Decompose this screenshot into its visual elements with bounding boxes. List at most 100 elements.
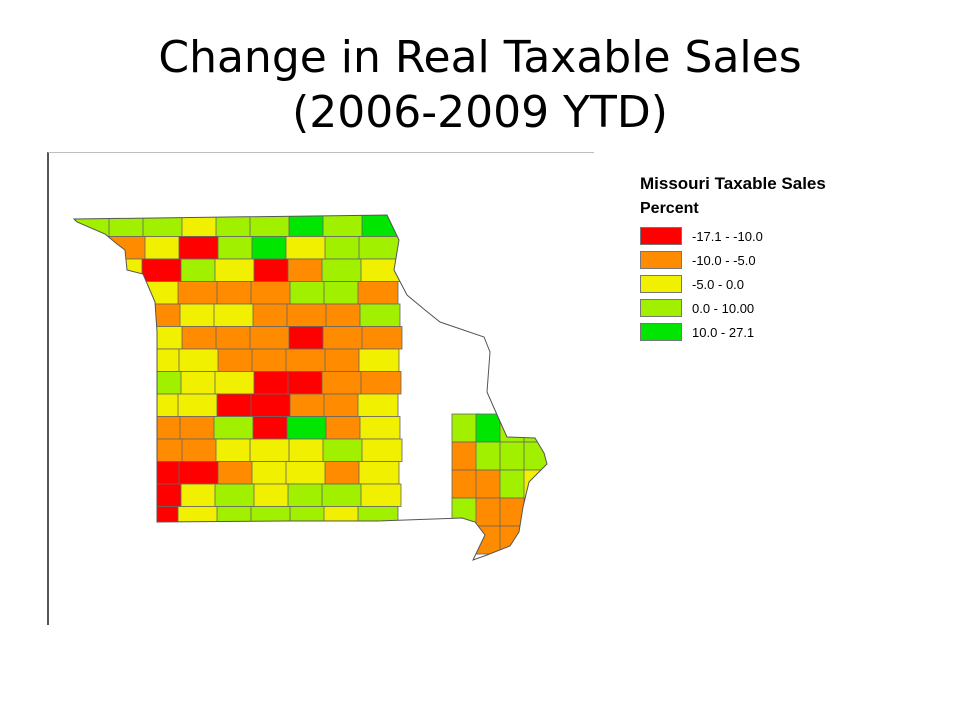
county-cell bbox=[523, 525, 547, 555]
legend-label: -5.0 - 0.0 bbox=[692, 276, 745, 292]
county-cell bbox=[108, 326, 150, 350]
map-frame bbox=[47, 152, 594, 625]
county-cell bbox=[285, 461, 327, 485]
county-cell bbox=[499, 469, 529, 499]
legend-subtitle: Percent bbox=[640, 200, 699, 217]
county-cell bbox=[358, 461, 400, 485]
county-cell bbox=[107, 371, 149, 395]
county-cell bbox=[286, 416, 328, 440]
county-cell bbox=[74, 461, 113, 485]
county-cell bbox=[141, 258, 183, 282]
county-cell bbox=[74, 393, 112, 417]
county-cell bbox=[285, 236, 327, 260]
legend-item: -5.0 - 0.0 bbox=[640, 272, 900, 296]
county-cell bbox=[178, 461, 220, 485]
county-cell bbox=[451, 469, 481, 499]
county-cell bbox=[213, 416, 255, 440]
county-cell bbox=[358, 348, 400, 372]
county-cell bbox=[74, 303, 114, 327]
legend-swatch bbox=[640, 227, 682, 245]
state-outline bbox=[72, 214, 548, 561]
county-cell bbox=[322, 438, 364, 462]
legend-swatch bbox=[640, 275, 682, 293]
county-cell bbox=[357, 281, 399, 305]
legend-item: 10.0 - 27.1 bbox=[640, 320, 900, 344]
county-cell bbox=[359, 303, 401, 327]
county-cell bbox=[141, 483, 183, 507]
county-cell bbox=[74, 348, 113, 372]
county-cell bbox=[361, 438, 403, 462]
legend-label: -17.1 - -10.0 bbox=[692, 228, 763, 244]
county-cell bbox=[250, 281, 292, 305]
county-cell bbox=[249, 438, 291, 462]
county-cell bbox=[321, 258, 363, 282]
county-cell bbox=[250, 393, 292, 417]
slide-title: Change in Real Taxable Sales (2006-2009 … bbox=[0, 30, 960, 140]
county-cell bbox=[74, 236, 113, 260]
legend-label: 0.0 - 10.00 bbox=[692, 300, 755, 316]
county-cell bbox=[141, 371, 183, 395]
county-cell bbox=[109, 281, 151, 305]
county-cell bbox=[74, 483, 115, 507]
legend-item: 0.0 - 10.00 bbox=[640, 296, 900, 320]
county-cell bbox=[105, 348, 147, 372]
county-cell bbox=[74, 371, 115, 395]
county-cell bbox=[475, 497, 505, 527]
county-cell bbox=[475, 441, 505, 471]
county-cell bbox=[106, 416, 148, 440]
county-cell bbox=[322, 326, 364, 350]
county-cell bbox=[357, 393, 399, 417]
county-cell bbox=[74, 281, 112, 305]
county-cell bbox=[451, 525, 481, 555]
county-cells bbox=[74, 215, 547, 555]
map-legend: Missouri Taxable Sales Percent -17.1 - -… bbox=[640, 174, 900, 344]
county-cell bbox=[361, 326, 403, 350]
legend-label: 10.0 - 27.1 bbox=[692, 324, 755, 340]
county-cell bbox=[107, 483, 149, 507]
county-cell bbox=[142, 326, 184, 350]
county-cell bbox=[286, 303, 328, 327]
county-cell bbox=[358, 236, 400, 260]
county-cell bbox=[108, 438, 150, 462]
county-cell bbox=[360, 371, 402, 395]
county-cell bbox=[321, 371, 363, 395]
county-cell bbox=[357, 506, 399, 530]
county-cell bbox=[322, 215, 364, 237]
county-cell bbox=[214, 371, 256, 395]
legend-item: -17.1 - -10.0 bbox=[640, 224, 900, 248]
county-cell bbox=[74, 416, 114, 440]
county-cell bbox=[214, 483, 256, 507]
county-cell bbox=[74, 258, 115, 282]
county-cell bbox=[177, 393, 219, 417]
county-cell bbox=[106, 303, 148, 327]
legend-label: -10.0 - -5.0 bbox=[692, 252, 756, 268]
county-cell bbox=[360, 483, 402, 507]
county-cell bbox=[523, 441, 547, 471]
county-cell bbox=[105, 461, 147, 485]
county-cell bbox=[214, 258, 256, 282]
county-cell bbox=[178, 236, 220, 260]
county-cell bbox=[250, 506, 292, 530]
title-line-2: (2006-2009 YTD) bbox=[292, 87, 668, 138]
county-cell bbox=[74, 438, 111, 462]
county-cell bbox=[321, 483, 363, 507]
county-cell bbox=[213, 303, 255, 327]
county-cell bbox=[359, 416, 401, 440]
county-cell bbox=[74, 326, 111, 350]
county-cell bbox=[178, 348, 220, 372]
legend-swatch bbox=[640, 299, 682, 317]
county-cell bbox=[177, 281, 219, 305]
legend-item: -10.0 - -5.0 bbox=[640, 248, 900, 272]
legend-title: Missouri Taxable Sales bbox=[640, 174, 826, 193]
legend-swatch bbox=[640, 251, 682, 269]
county-cell bbox=[177, 506, 219, 530]
missouri-county-map bbox=[72, 214, 548, 561]
county-cell bbox=[142, 438, 184, 462]
county-cell bbox=[109, 506, 151, 530]
county-cell bbox=[451, 441, 481, 471]
county-cell bbox=[109, 393, 151, 417]
county-cell bbox=[523, 497, 547, 527]
county-cell bbox=[74, 506, 112, 530]
title-line-1: Change in Real Taxable Sales bbox=[158, 32, 802, 83]
legend-swatch bbox=[640, 323, 682, 341]
